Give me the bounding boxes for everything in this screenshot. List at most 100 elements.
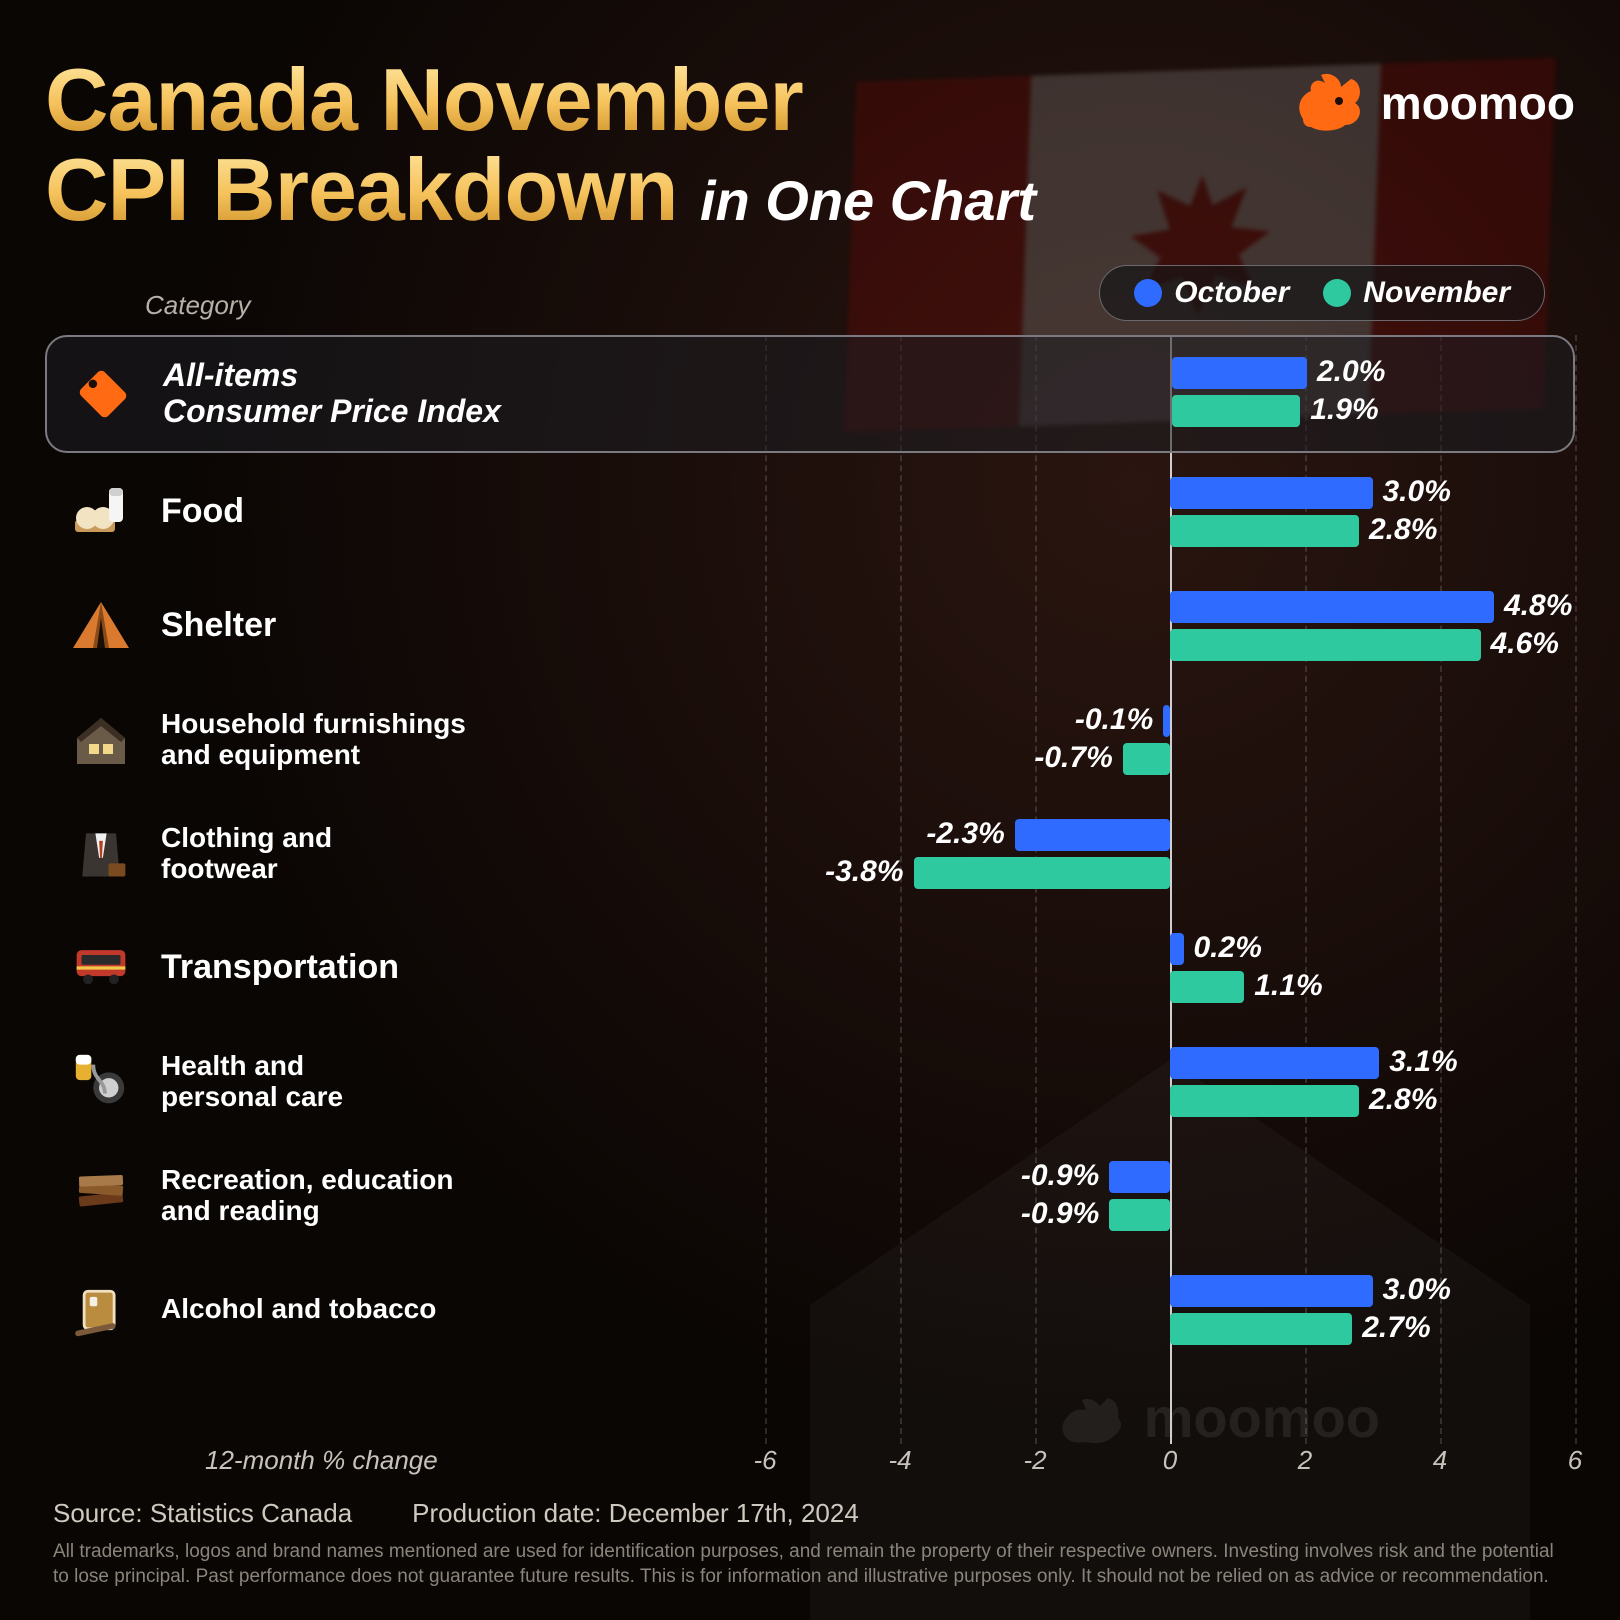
row-bars: 3.1% 2.8% — [765, 1027, 1575, 1137]
row-label: Shelter — [45, 571, 765, 681]
category-row: Recreation, educationand reading-0.9%-0.… — [45, 1141, 1575, 1251]
bar-value-label: 4.6% — [1491, 627, 1559, 661]
bar-value-label: 2.7% — [1362, 1311, 1430, 1345]
bar-value-label: 3.1% — [1389, 1045, 1457, 1079]
bar-value-label: -0.9% — [1021, 1159, 1099, 1193]
row-label: All-itemsConsumer Price Index — [47, 337, 767, 451]
bull-icon — [1295, 73, 1367, 133]
tent-icon — [63, 588, 139, 664]
bar-november — [1109, 1199, 1170, 1231]
bar-november — [1170, 1085, 1359, 1117]
row-bars: 0.2% 1.1% — [765, 913, 1575, 1023]
tick-label: 0 — [1163, 1445, 1177, 1476]
drink-icon — [63, 1272, 139, 1348]
bar-value-label: -0.7% — [1034, 741, 1112, 775]
category-row: Health andpersonal care 3.1% 2.8% — [45, 1027, 1575, 1137]
row-label: Health andpersonal care — [45, 1027, 765, 1137]
bar-november — [1123, 743, 1170, 775]
bar-november — [1172, 395, 1300, 427]
row-title: Transportation — [161, 949, 399, 986]
bar-value-label: 3.0% — [1383, 1273, 1451, 1307]
footer: Source: Statistics Canada Production dat… — [45, 1484, 1575, 1590]
category-heading: Category — [145, 290, 251, 321]
chart-area: -6-4-20246 All-itemsConsumer Price Index… — [45, 335, 1575, 1484]
bar-october — [1109, 1161, 1170, 1193]
bar-value-label: 2.8% — [1369, 1083, 1437, 1117]
row-bars: -0.9% -0.9% — [765, 1141, 1575, 1251]
source-text: Source: Statistics Canada — [53, 1498, 352, 1529]
row-title: All-itemsConsumer Price Index — [163, 358, 501, 428]
bar-october — [1170, 1275, 1373, 1307]
food-icon — [63, 474, 139, 550]
disclaimer-text: All trademarks, logos and brand names me… — [53, 1539, 1567, 1590]
row-title: Shelter — [161, 607, 276, 644]
category-row: Alcohol and tobacco 3.0% 2.7% — [45, 1255, 1575, 1365]
row-bars: 3.0% 2.7% — [765, 1255, 1575, 1365]
category-row: Household furnishingsand equipment-0.1%-… — [45, 685, 1575, 795]
row-title: Food — [161, 493, 244, 530]
row-bars: -2.3% -3.8% — [765, 799, 1575, 909]
legend-item: October — [1134, 276, 1289, 310]
header: Canada November CPI Breakdown in One Cha… — [45, 55, 1575, 235]
legend-label: October — [1174, 276, 1289, 310]
row-label: Transportation — [45, 913, 765, 1023]
bar-november — [1170, 515, 1359, 547]
bar-october — [1015, 819, 1170, 851]
bar-october — [1170, 591, 1494, 623]
row-bars: 4.8% 4.6% — [765, 571, 1575, 681]
row-title: Recreation, educationand reading — [161, 1165, 454, 1227]
suit-icon — [63, 816, 139, 892]
health-icon — [63, 1044, 139, 1120]
bar-value-label: -0.9% — [1021, 1197, 1099, 1231]
bar-value-label: 1.1% — [1254, 969, 1322, 1003]
row-label: Alcohol and tobacco — [45, 1255, 765, 1365]
tick-label: -4 — [888, 1445, 911, 1476]
x-axis-title: 12-month % change — [205, 1445, 438, 1476]
tick-label: 6 — [1568, 1445, 1582, 1476]
gridline — [1575, 335, 1577, 1444]
bar-value-label: 4.8% — [1504, 589, 1572, 623]
category-row: All-itemsConsumer Price Index 2.0% 1.9% — [45, 335, 1575, 453]
row-bars: -0.1% -0.7% — [765, 685, 1575, 795]
bus-icon — [63, 930, 139, 1006]
tick-label: -6 — [753, 1445, 776, 1476]
bar-october — [1172, 357, 1307, 389]
bar-october — [1170, 1047, 1379, 1079]
bar-value-label: -3.8% — [825, 855, 903, 889]
legend-swatch — [1323, 279, 1351, 307]
row-label: Food — [45, 457, 765, 567]
title-block: Canada November CPI Breakdown in One Cha… — [45, 55, 1036, 235]
brand-logo: moomoo — [1295, 55, 1575, 133]
category-row: Transportation 0.2% 1.1% — [45, 913, 1575, 1023]
row-title: Clothing andfootwear — [161, 823, 332, 885]
category-row: Shelter 4.8% 4.6% — [45, 571, 1575, 681]
row-bars: 3.0%2.8% — [765, 457, 1575, 567]
chart-rows: All-itemsConsumer Price Index 2.0% 1.9% Foo… — [45, 335, 1575, 1365]
legend: October November — [1099, 265, 1545, 321]
bar-october — [1163, 705, 1170, 737]
bar-october — [1170, 933, 1184, 965]
legend-item: November — [1323, 276, 1510, 310]
production-date: Production date: December 17th, 2024 — [412, 1498, 859, 1529]
category-row: Food 3.0%2.8% — [45, 457, 1575, 567]
tag-icon — [65, 356, 141, 432]
bar-value-label: 2.0% — [1317, 355, 1385, 389]
bar-value-label: 0.2% — [1194, 931, 1262, 965]
bar-november — [1170, 1313, 1352, 1345]
legend-row: Category October November — [45, 265, 1575, 327]
bar-value-label: 1.9% — [1310, 393, 1378, 427]
bar-value-label: -2.3% — [926, 817, 1004, 851]
title-line2: CPI Breakdown — [45, 140, 677, 239]
tick-label: 4 — [1433, 1445, 1447, 1476]
tick-label: 2 — [1298, 1445, 1312, 1476]
title-line1: Canada November — [45, 55, 1036, 145]
bar-value-label: -0.1% — [1075, 703, 1153, 737]
row-label: Recreation, educationand reading — [45, 1141, 765, 1251]
row-title: Alcohol and tobacco — [161, 1294, 436, 1325]
row-title: Health andpersonal care — [161, 1051, 343, 1113]
house-icon — [63, 702, 139, 778]
bar-november — [914, 857, 1171, 889]
bar-value-label: 2.8% — [1369, 513, 1437, 547]
brand-text: moomoo — [1381, 76, 1575, 130]
title-sub: in One Chart — [700, 168, 1036, 233]
